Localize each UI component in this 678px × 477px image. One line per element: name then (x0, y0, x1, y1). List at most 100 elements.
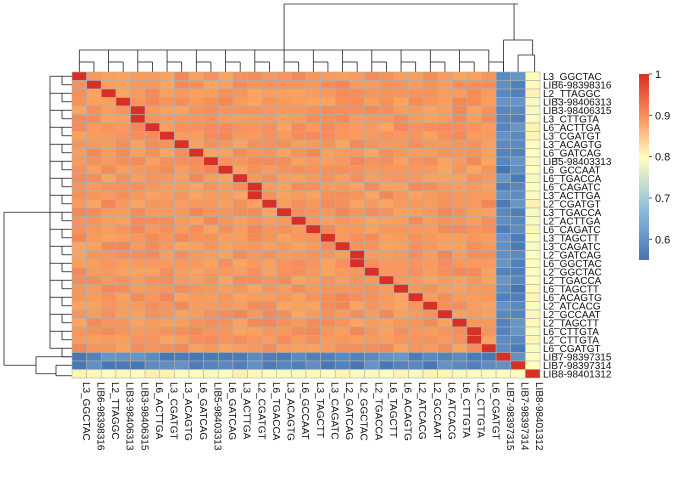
heatmap-cell (364, 241, 380, 251)
heatmap-cell (422, 190, 438, 200)
heatmap-cell (261, 122, 278, 132)
heatmap-cell (71, 318, 87, 328)
column-label: L3_CGATGT (168, 382, 179, 440)
heatmap-cell (378, 80, 395, 90)
heatmap-cell (115, 105, 131, 115)
heatmap-cell (466, 182, 482, 192)
heatmap-cell (232, 284, 248, 294)
row-label: L3_CAGATC (543, 242, 601, 253)
row-label: L2_GATCAG (543, 250, 601, 261)
heatmap-cell (159, 122, 175, 132)
heatmap-cell (422, 360, 438, 370)
heatmap-cell (159, 258, 175, 268)
heatmap-cell (495, 267, 512, 277)
heatmap-cell (232, 199, 248, 209)
heatmap-cell (276, 182, 292, 192)
heatmap-cell (174, 88, 190, 98)
heatmap-cell (174, 233, 190, 243)
column-label: L6_GATCAG (226, 382, 237, 440)
heatmap-cell (320, 258, 336, 268)
heatmap-cell (393, 369, 409, 379)
heatmap-cell (100, 360, 117, 370)
heatmap-cell (378, 97, 395, 107)
heatmap-cell (364, 105, 380, 115)
heatmap-cell (232, 318, 248, 328)
heatmap-cell (305, 309, 321, 319)
heatmap-cell (100, 165, 117, 175)
row-label: L6_GATCAG (543, 148, 601, 159)
heatmap-cell (437, 309, 453, 319)
heatmap-cell (320, 360, 336, 370)
heatmap-cell (261, 156, 278, 166)
heatmap-cell (174, 80, 190, 90)
heatmap-cell (393, 275, 409, 285)
heatmap-cell (159, 71, 175, 81)
column-label: LIB5-98403313 (211, 382, 222, 451)
heatmap-cell (320, 267, 336, 277)
column-label: L2_TTAGGC (109, 382, 120, 440)
heatmap-cell (188, 80, 204, 90)
column-label: L6_ATCACG (445, 382, 456, 440)
heatmap-cell (422, 71, 438, 81)
heatmap-cell (349, 292, 365, 302)
heatmap-cell (437, 216, 453, 226)
heatmap-cell (451, 131, 468, 141)
heatmap-cell (261, 71, 278, 81)
heatmap-cell (188, 241, 204, 251)
heatmap-cell (71, 335, 87, 345)
heatmap-cell (525, 148, 541, 158)
heatmap-cell (276, 267, 292, 277)
heatmap-cell (247, 352, 263, 362)
heatmap-cell (247, 190, 263, 200)
heatmap-cell (188, 233, 204, 243)
heatmap-cell (378, 292, 395, 302)
heatmap-cell (217, 199, 234, 209)
heatmap-cell (291, 309, 307, 319)
heatmap-cell (115, 97, 131, 107)
heatmap-cell (525, 326, 541, 336)
heatmap-cell (334, 241, 351, 251)
heatmap-cell (71, 369, 87, 379)
heatmap-cell (422, 199, 438, 209)
heatmap-cell (408, 207, 424, 217)
heatmap-cell (466, 360, 482, 370)
heatmap-cell (466, 199, 482, 209)
heatmap-cell (188, 71, 204, 81)
heatmap-cell (466, 267, 482, 277)
column-label: LIB7-98397315 (504, 382, 515, 451)
heatmap-cell (203, 114, 219, 124)
heatmap-cell (349, 88, 365, 98)
heatmap-cell (100, 80, 117, 90)
heatmap-cell (364, 335, 380, 345)
heatmap-cell (130, 369, 146, 379)
heatmap-cell (334, 199, 351, 209)
heatmap-cell (422, 173, 438, 183)
heatmap-cell (71, 326, 87, 336)
heatmap-cell (86, 369, 102, 379)
heatmap-cell (188, 309, 204, 319)
heatmap-cell (510, 131, 526, 141)
heatmap-cell (481, 122, 497, 132)
heatmap-cell (115, 352, 131, 362)
heatmap-cell (364, 343, 380, 353)
row-label: LIB7-98397314 (543, 361, 612, 372)
heatmap-cell (408, 182, 424, 192)
row-label: L2_GGCTAC (543, 267, 602, 278)
heatmap-cell (334, 326, 351, 336)
heatmap-cell (510, 207, 526, 217)
heatmap-cell (305, 199, 321, 209)
heatmap-cell (261, 114, 278, 124)
heatmap-cell (422, 207, 438, 217)
heatmap-cell (115, 335, 131, 345)
heatmap-cell (408, 369, 424, 379)
heatmap-cell (525, 369, 541, 379)
heatmap-cell (349, 275, 365, 285)
heatmap-cell (305, 190, 321, 200)
heatmap-cell (115, 190, 131, 200)
heatmap-cell (510, 71, 526, 81)
heatmap-cell (276, 156, 292, 166)
heatmap-cell (100, 318, 117, 328)
heatmap-cell (100, 335, 117, 345)
heatmap-cell (305, 284, 321, 294)
heatmap-cell (203, 292, 219, 302)
